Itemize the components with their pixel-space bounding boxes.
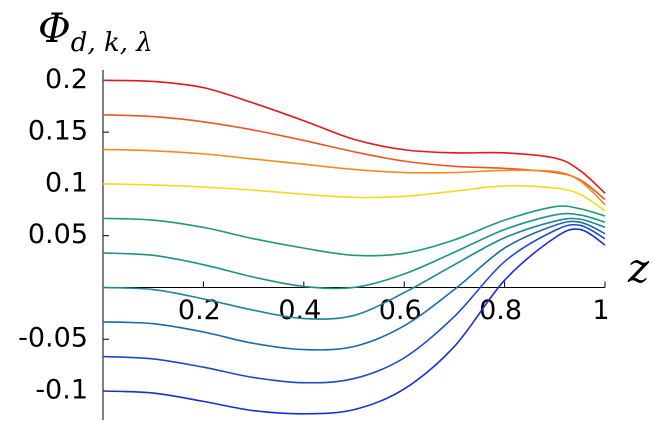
series-line	[102, 148, 606, 206]
x-tick-label: 0.8	[479, 295, 522, 326]
series-line	[102, 220, 606, 351]
x-tick-label: 1	[592, 295, 609, 326]
y-axis-label: Φd, k, λ	[38, 6, 153, 58]
y-tick-label: -0.1	[35, 375, 88, 406]
y-axis-symbol: Φ	[38, 6, 71, 52]
x-axis-label: z	[627, 246, 650, 292]
x-tick-label: 0.2	[178, 295, 221, 326]
series-line	[102, 183, 606, 212]
series-line	[102, 79, 606, 194]
x-tick-label: 0.6	[379, 295, 422, 326]
x-tick-label: 0.4	[278, 295, 321, 326]
y-tick-label: 0.1	[45, 167, 88, 198]
y-tick-label: 0.05	[28, 219, 88, 250]
series-line	[102, 114, 606, 201]
y-tick-label: 0.15	[28, 116, 88, 147]
series-line	[102, 228, 606, 415]
series-line	[102, 212, 606, 290]
y-axis-subscript: d, k, λ	[71, 28, 153, 58]
y-tick-label: 0.2	[45, 64, 88, 95]
series-line	[102, 223, 606, 384]
y-tick-label: -0.05	[18, 323, 88, 354]
series-line	[102, 217, 606, 320]
series-line	[102, 205, 606, 257]
